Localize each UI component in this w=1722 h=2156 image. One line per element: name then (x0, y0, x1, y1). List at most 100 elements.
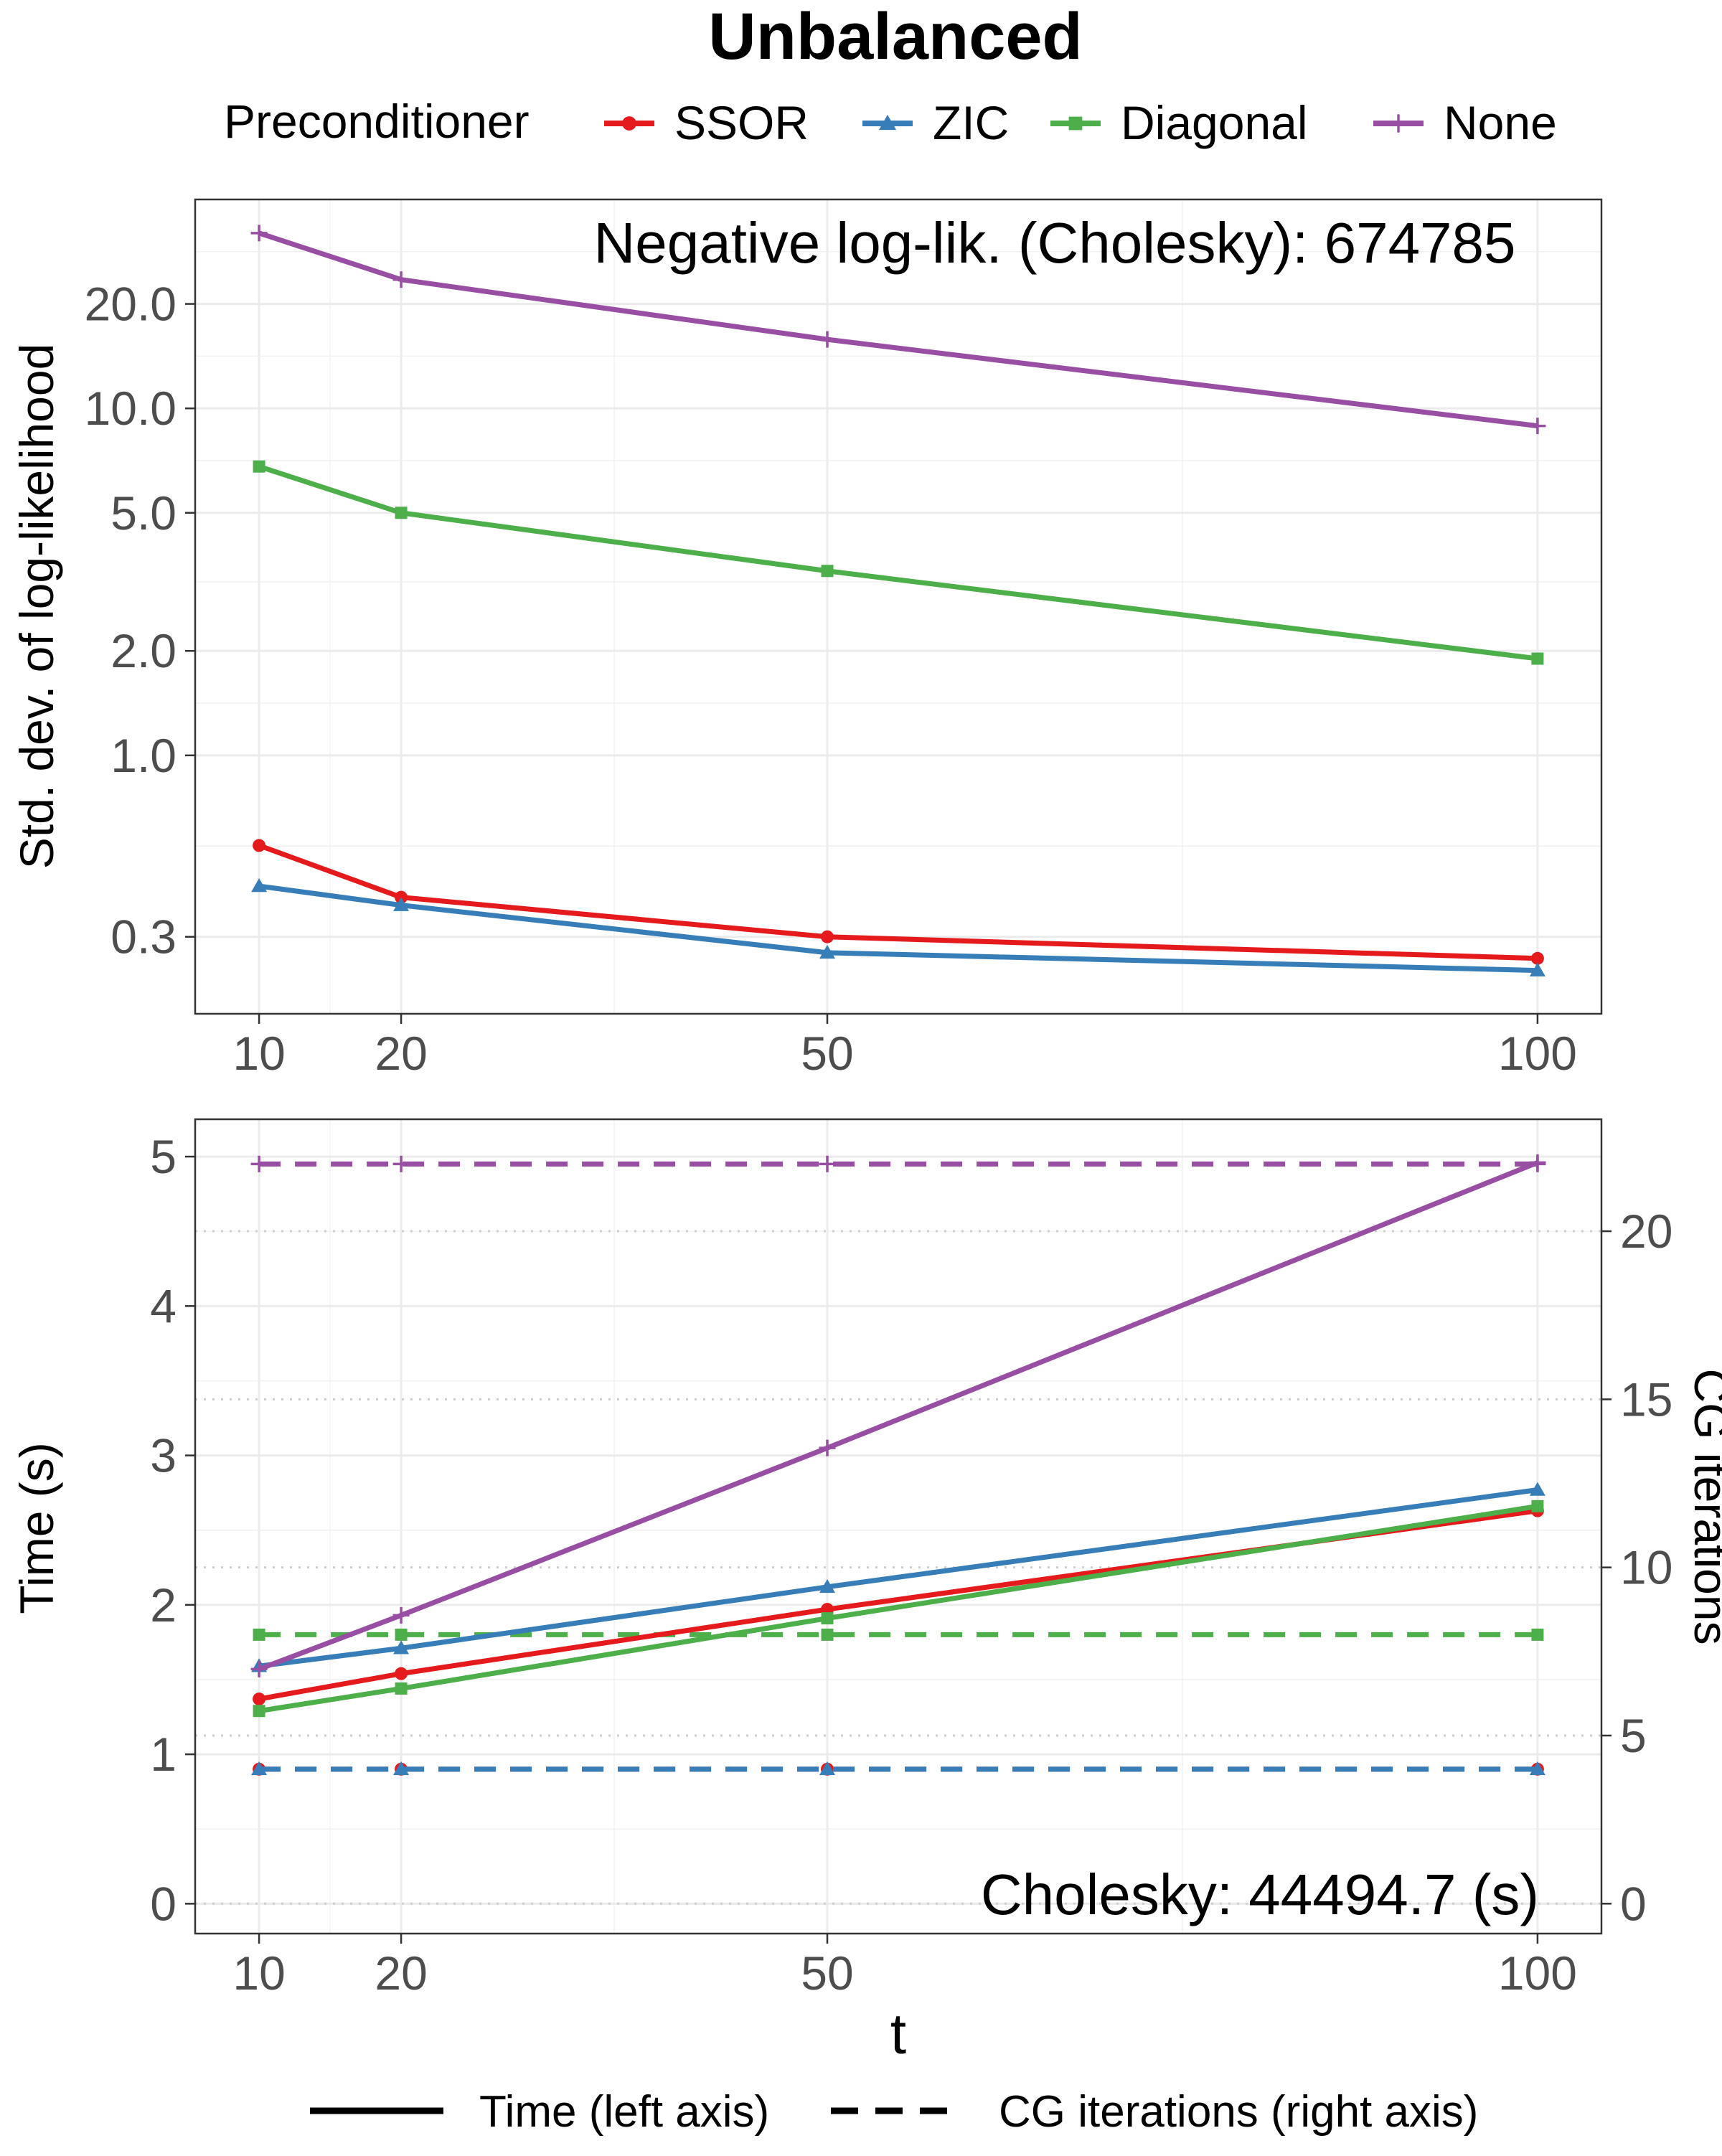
legend-dashed-line-label: CG iterations (right axis) (999, 2087, 1478, 2137)
p1-point-ssor-100 (1530, 951, 1544, 965)
p1-point-ssor-50 (821, 930, 834, 943)
panel-time-annotation: Cholesky: 44494.7 (s) (981, 1863, 1539, 1926)
p2-x-tick-label-20: 20 (375, 1946, 427, 2000)
p2-cg-point-zic-50 (819, 1761, 836, 1776)
legend-entry-ssor: SSOR (604, 96, 809, 149)
p2-y2-tick-label-1: 5 (1620, 1709, 1647, 1762)
legend-label-none: None (1444, 96, 1557, 149)
p1-line-none (258, 230, 1538, 429)
p1-point-diagonal-50 (821, 565, 834, 578)
p2-time-point-ssor-10 (253, 1693, 266, 1706)
p1-point-diagonal-100 (1531, 652, 1544, 665)
p1-x-tick-label-100: 100 (1498, 1027, 1577, 1080)
panel-std-dev: 0.3 1.0 2.0 5.0 10.0 20.0 10 20 50 100 Negative … (10, 198, 1603, 1080)
p2-time-point-zic-20 (393, 1640, 410, 1654)
p2-cg-point-diagonal-100 (1531, 1628, 1544, 1641)
p1-point-diagonal-20 (395, 507, 408, 519)
legend-key-marker-ssor (622, 116, 636, 131)
panel-std-dev-y-ticks: 0.3 1.0 2.0 5.0 10.0 20.0 (85, 278, 195, 964)
p1-x-tick-label-20: 20 (375, 1027, 427, 1080)
p2-y2-tick-label-0: 0 (1620, 1877, 1647, 1930)
p1-line-ssor (258, 843, 1538, 961)
p2-time-point-diagonal-10 (253, 1705, 265, 1718)
p2-y-tick-label-0: 0 (150, 1877, 177, 1930)
p2-y-tick-label-3: 3 (150, 1429, 177, 1482)
p2-time-point-diagonal-100 (1531, 1500, 1544, 1512)
p2-cg-point-none-10 (250, 1155, 268, 1172)
p2-time-point-none-50 (819, 1439, 836, 1456)
legend-key-marker-zic (878, 114, 897, 131)
p2-y-tick-label-1: 1 (150, 1728, 177, 1781)
p2-cg-point-zic-100 (1529, 1761, 1545, 1776)
panel-std-dev-border (194, 198, 1603, 1015)
p1-y-tick-label-0: 0.3 (110, 910, 177, 964)
p2-cg-point-zic-10 (251, 1761, 268, 1776)
p1-point-none-10 (250, 225, 268, 242)
panel-time-y-label: Time (s) (10, 1442, 63, 1614)
p1-line-diagonal (258, 463, 1538, 662)
p1-point-ssor-20 (395, 890, 408, 904)
p2-y-tick-label-5: 5 (150, 1130, 177, 1183)
p1-point-zic-100 (1529, 962, 1545, 976)
p2-time-line-none (258, 1160, 1539, 1672)
p2-cg-point-zic-20 (393, 1761, 410, 1776)
panel-time: 0 1 2 3 4 5 0 5 10 15 20 10 20 50 100 Cholesky: 4449… (10, 1118, 1722, 2000)
p1-point-ssor-10 (253, 839, 266, 852)
p2-x-tick-label-50: 50 (801, 1946, 853, 2000)
p2-y2-tick-label-3: 15 (1620, 1373, 1672, 1426)
p1-y-tick-label-3: 5.0 (110, 486, 177, 540)
p2-time-point-zic-50 (819, 1578, 836, 1594)
panel-time-time-series (250, 1154, 1546, 1718)
panel-time-border (194, 1118, 1603, 1935)
p2-time-line-diagonal (258, 1503, 1538, 1714)
p2-x-tick-label-100: 100 (1498, 1946, 1577, 2000)
p2-time-point-diagonal-20 (395, 1682, 408, 1695)
panel-std-dev-series (250, 225, 1546, 976)
legend-key-marker-diagonal (1068, 116, 1083, 131)
legend-preconditioner: Preconditioner SSOR ZIC Diagonal None (224, 95, 1557, 149)
legend-key-marker-none (1389, 114, 1408, 133)
panel-std-dev-background (195, 199, 1601, 1014)
p1-point-diagonal-10 (253, 460, 265, 473)
panel-time-y2-label: CG iterations (1685, 1368, 1722, 1644)
panel-std-dev-x-ticks: 10 20 50 100 (232, 1014, 1577, 1080)
panel-time-x-ticks: 10 20 50 100 (232, 1934, 1577, 2000)
legend-label-zic: ZIC (933, 96, 1009, 149)
p2-time-point-zic-100 (1529, 1482, 1545, 1496)
legend-label-diagonal: Diagonal (1121, 96, 1308, 149)
p2-y2-tick-label-4: 20 (1620, 1205, 1672, 1258)
legend-title: Preconditioner (224, 95, 530, 148)
p2-time-point-none-20 (392, 1606, 410, 1624)
p1-line-zic (258, 883, 1538, 974)
panel-std-dev-annotation: Negative log-lik. (Cholesky): 674785 (593, 211, 1515, 275)
p2-time-point-diagonal-50 (821, 1612, 834, 1625)
p2-time-point-none-10 (250, 1660, 268, 1677)
chart-title: Unbalanced (708, 0, 1082, 73)
p2-time-point-ssor-20 (395, 1667, 408, 1680)
p2-time-line-zic (258, 1487, 1538, 1669)
legend-entries: SSOR ZIC Diagonal None (604, 96, 1557, 149)
p2-cg-point-diagonal-50 (821, 1628, 834, 1641)
p2-y-tick-label-2: 2 (150, 1578, 177, 1632)
p1-y-tick-label-4: 10.0 (85, 382, 177, 435)
p1-y-tick-label-2: 2.0 (110, 624, 177, 677)
p1-point-zic-50 (819, 944, 836, 959)
p2-x-tick-label-10: 10 (232, 1946, 285, 2000)
panel-time-background (195, 1119, 1601, 1934)
p1-point-none-50 (819, 331, 836, 348)
p2-cg-point-none-50 (819, 1155, 836, 1172)
p2-cg-point-none-20 (392, 1155, 410, 1172)
p2-cg-point-diagonal-20 (395, 1628, 408, 1641)
legend-entry-diagonal: Diagonal (1050, 96, 1308, 149)
p1-point-zic-10 (251, 878, 268, 893)
legend-linetype: Time (left axis) CG iterations (right ax… (310, 2087, 1478, 2137)
panel-time-y-ticks: 0 1 2 3 4 5 (150, 1130, 195, 1930)
p2-y2-tick-label-2: 10 (1620, 1541, 1672, 1594)
p2-cg-point-diagonal-10 (253, 1628, 265, 1641)
p1-point-zic-20 (393, 897, 410, 911)
p1-y-tick-label-5: 20.0 (85, 278, 177, 331)
legend-label-ssor: SSOR (674, 96, 809, 149)
legend-entry-zic: ZIC (862, 96, 1009, 149)
